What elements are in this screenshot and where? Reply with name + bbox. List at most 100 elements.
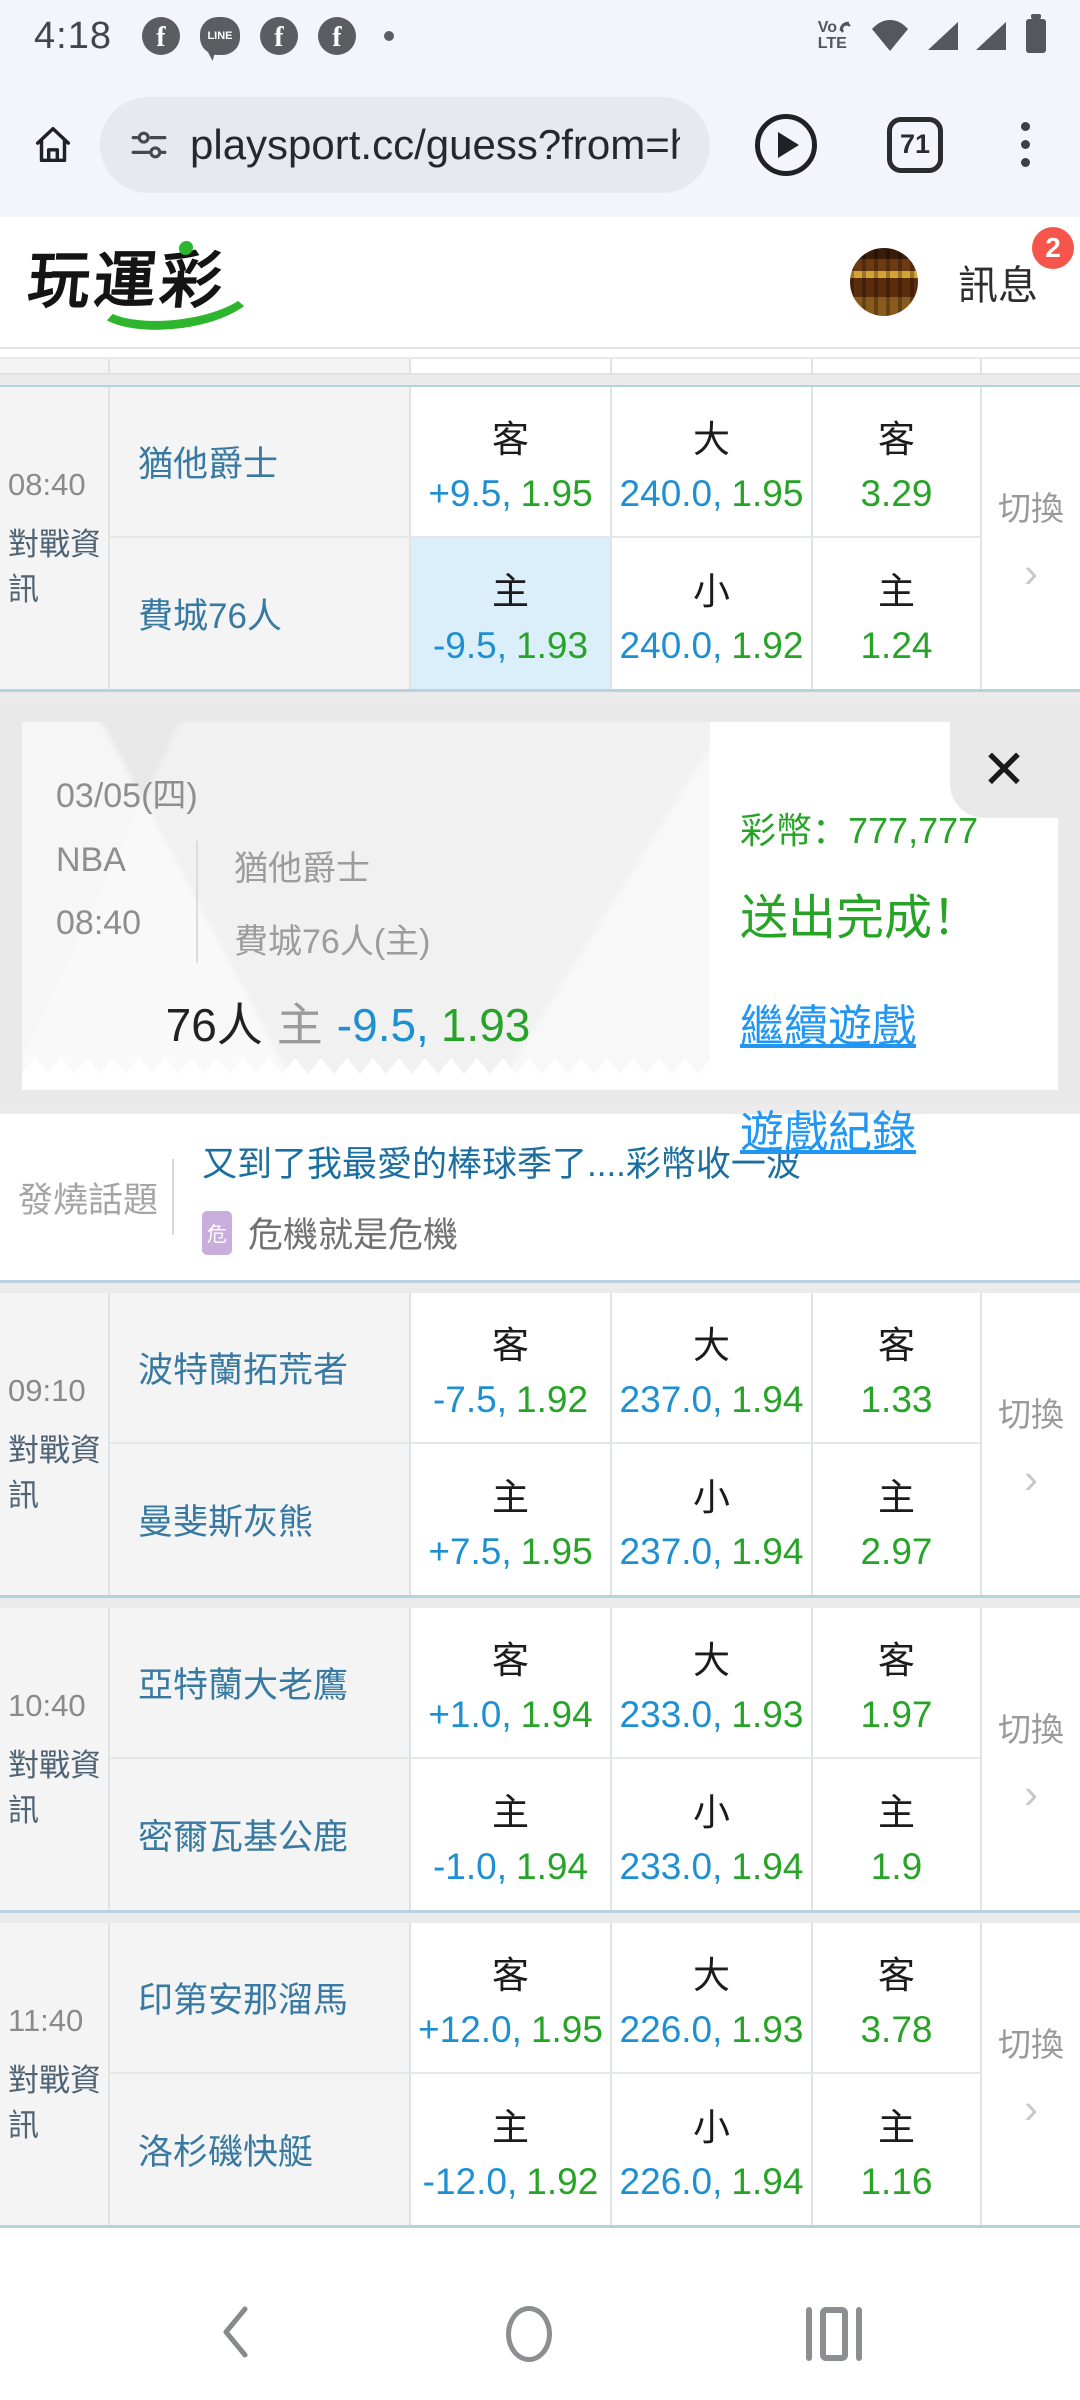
spread-bet-cell[interactable]: 客 +12.0, 1.95 xyxy=(411,1923,612,2072)
topic-text: 危機就是危機 xyxy=(248,1216,459,1255)
recents-button[interactable] xyxy=(806,2307,862,2361)
switch-odds-button[interactable]: 切換 › xyxy=(982,387,1080,689)
close-icon[interactable]: ✕ xyxy=(981,740,1027,800)
bet-side-label: 小 xyxy=(693,570,730,612)
bet-odds: +9.5, 1.95 xyxy=(428,472,593,514)
chevron-right-icon: › xyxy=(1024,549,1038,596)
total-bet-cell[interactable]: 小 237.0, 1.94 xyxy=(612,1444,813,1595)
team-link[interactable]: 印第安那溜馬 xyxy=(138,1981,349,2020)
spread-bet-cell[interactable]: 主 -9.5, 1.93 xyxy=(411,538,612,689)
bet-odds: -12.0, 1.92 xyxy=(422,2160,599,2202)
team-cell: 猶他爵士 xyxy=(110,387,411,536)
topic-row[interactable]: 危 危機就是危機 xyxy=(202,1207,801,1258)
bet-odds: 240.0, 1.92 xyxy=(619,624,804,666)
browser-menu-button[interactable] xyxy=(1021,122,1030,167)
moneyline-bet-cell[interactable]: 主 2.97 xyxy=(813,1444,982,1595)
game-time: 09:10 xyxy=(8,1373,86,1408)
total-bet-cell[interactable]: 大 240.0, 1.95 xyxy=(612,387,813,536)
game-time: 10:40 xyxy=(8,1688,86,1723)
bet-odds: +12.0, 1.95 xyxy=(418,2008,603,2050)
spread-bet-cell[interactable]: 客 -7.5, 1.92 xyxy=(411,1293,612,1442)
bet-side-label: 客 xyxy=(492,418,529,460)
topic-link[interactable]: 又到了我最愛的棒球季了....彩幣收一波 xyxy=(202,1145,801,1184)
switch-odds-button[interactable]: 切換 › xyxy=(982,1293,1080,1595)
bet-odds: +1.0, 1.94 xyxy=(428,1693,593,1735)
bet-side-label: 主 xyxy=(878,1791,915,1833)
home-button[interactable] xyxy=(30,122,76,168)
spread-bet-cell[interactable]: 客 +9.5, 1.95 xyxy=(411,387,612,536)
moneyline-bet-cell[interactable]: 客 3.29 xyxy=(813,387,982,536)
team-link[interactable]: 猶他爵士 xyxy=(138,445,279,484)
tab-switcher-button[interactable]: 71 xyxy=(887,116,943,173)
moneyline-bet-cell[interactable]: 客 3.78 xyxy=(813,1923,982,2072)
playsport-logo[interactable]: 玩運彩 xyxy=(25,247,230,316)
bet-side-label: 大 xyxy=(693,418,730,460)
match-info-link[interactable]: 對戰資訊 xyxy=(8,527,101,607)
facebook-notification-icon: f xyxy=(317,17,356,55)
game-card: 09:10 對戰資訊 波特蘭拓荒者 客 -7.5, 1.92 大 237.0, 1.… xyxy=(0,1293,1080,1598)
continue-game-link[interactable]: 繼續遊戲 xyxy=(740,1002,916,1051)
total-bet-cell[interactable]: 大 233.0, 1.93 xyxy=(612,1608,813,1757)
chevron-right-icon: › xyxy=(1024,1770,1038,1817)
spread-bet-cell[interactable]: 客 +1.0, 1.94 xyxy=(411,1608,612,1757)
spread-bet-cell[interactable]: 主 +7.5, 1.95 xyxy=(411,1444,612,1595)
team-link[interactable]: 費城76人 xyxy=(138,597,282,636)
team-link[interactable]: 密爾瓦基公鹿 xyxy=(138,1818,349,1857)
receipt-date: 03/05(四) xyxy=(56,777,198,815)
total-bet-cell[interactable]: 小 233.0, 1.94 xyxy=(612,1759,813,1910)
android-nav-bar xyxy=(0,2228,1080,2400)
switch-label: 切換 xyxy=(998,490,1064,527)
bet-odds: 1.97 xyxy=(860,1693,933,1735)
team-cell: 曼斐斯灰熊 xyxy=(110,1444,411,1595)
team-link[interactable]: 波特蘭拓荒者 xyxy=(138,1351,349,1390)
total-bet-cell[interactable]: 小 240.0, 1.92 xyxy=(612,538,813,689)
team-cell: 洛杉磯快艇 xyxy=(110,2074,411,2225)
moneyline-bet-cell[interactable]: 主 1.16 xyxy=(813,2074,982,2225)
moneyline-bet-cell[interactable]: 主 1.9 xyxy=(813,1759,982,1910)
team-link[interactable]: 亞特蘭大老鷹 xyxy=(138,1666,349,1705)
moneyline-bet-cell[interactable]: 客 1.33 xyxy=(813,1293,982,1442)
game-history-link[interactable]: 遊戲紀錄 xyxy=(740,1108,916,1157)
bet-side-label: 主 xyxy=(492,570,529,612)
bet-side-label: 客 xyxy=(878,1639,915,1681)
game-time-col: 11:40 對戰資訊 xyxy=(0,1923,110,2225)
team-link[interactable]: 曼斐斯灰熊 xyxy=(138,1503,314,1542)
bet-handicap: -9.5, xyxy=(336,999,429,1051)
match-info-link[interactable]: 對戰資訊 xyxy=(8,1748,101,1828)
avatar[interactable] xyxy=(850,248,918,316)
spread-bet-cell[interactable]: 主 -12.0, 1.92 xyxy=(411,2074,612,2225)
url-bar[interactable]: playsport.cc/guess?from=h xyxy=(100,96,710,193)
partial-table-row xyxy=(0,357,1080,375)
total-bet-cell[interactable]: 大 237.0, 1.94 xyxy=(612,1293,813,1442)
team-cell: 密爾瓦基公鹿 xyxy=(110,1759,411,1910)
spread-bet-cell[interactable]: 主 -1.0, 1.94 xyxy=(411,1759,612,1910)
bet-side-label: 主 xyxy=(492,1791,529,1833)
cellular-signal-icon xyxy=(976,22,1006,50)
close-corner: ✕ xyxy=(950,722,1058,818)
total-bet-cell[interactable]: 大 226.0, 1.93 xyxy=(612,1923,813,2072)
notification-icons: f LINE f f xyxy=(141,17,394,55)
url-text[interactable]: playsport.cc/guess?from=h xyxy=(190,120,680,168)
total-bet-cell[interactable]: 小 226.0, 1.94 xyxy=(612,2074,813,2225)
team-cell: 印第安那溜馬 xyxy=(110,1923,411,2072)
switch-odds-button[interactable]: 切換 › xyxy=(982,1608,1080,1910)
resume-media-button[interactable] xyxy=(755,113,817,176)
match-info-link[interactable]: 對戰資訊 xyxy=(8,2063,101,2143)
home-nav-button[interactable] xyxy=(506,2306,552,2362)
cellular-signal-icon xyxy=(928,22,958,50)
switch-odds-button[interactable]: 切換 › xyxy=(982,1923,1080,2225)
bet-odds: 3.78 xyxy=(860,2008,933,2050)
bet-side-label: 客 xyxy=(878,418,915,460)
team-link[interactable]: 洛杉磯快艇 xyxy=(138,2133,314,2172)
messages-link[interactable]: 訊息 2 xyxy=(958,227,1074,311)
lte-text: LTE xyxy=(817,35,847,52)
home-icon xyxy=(35,126,71,162)
site-settings-icon[interactable] xyxy=(130,126,168,164)
back-button[interactable] xyxy=(218,2304,252,2365)
page-content: 08:40 對戰資訊 猶他爵士 客 +9.5, 1.95 大 240.0, 1.95… xyxy=(0,349,1080,2228)
volte-icon: Vo LTE xyxy=(818,20,852,52)
team-cell: 費城76人 xyxy=(110,538,411,689)
match-info-link[interactable]: 對戰資訊 xyxy=(8,1433,101,1513)
moneyline-bet-cell[interactable]: 主 1.24 xyxy=(813,538,982,689)
moneyline-bet-cell[interactable]: 客 1.97 xyxy=(813,1608,982,1757)
